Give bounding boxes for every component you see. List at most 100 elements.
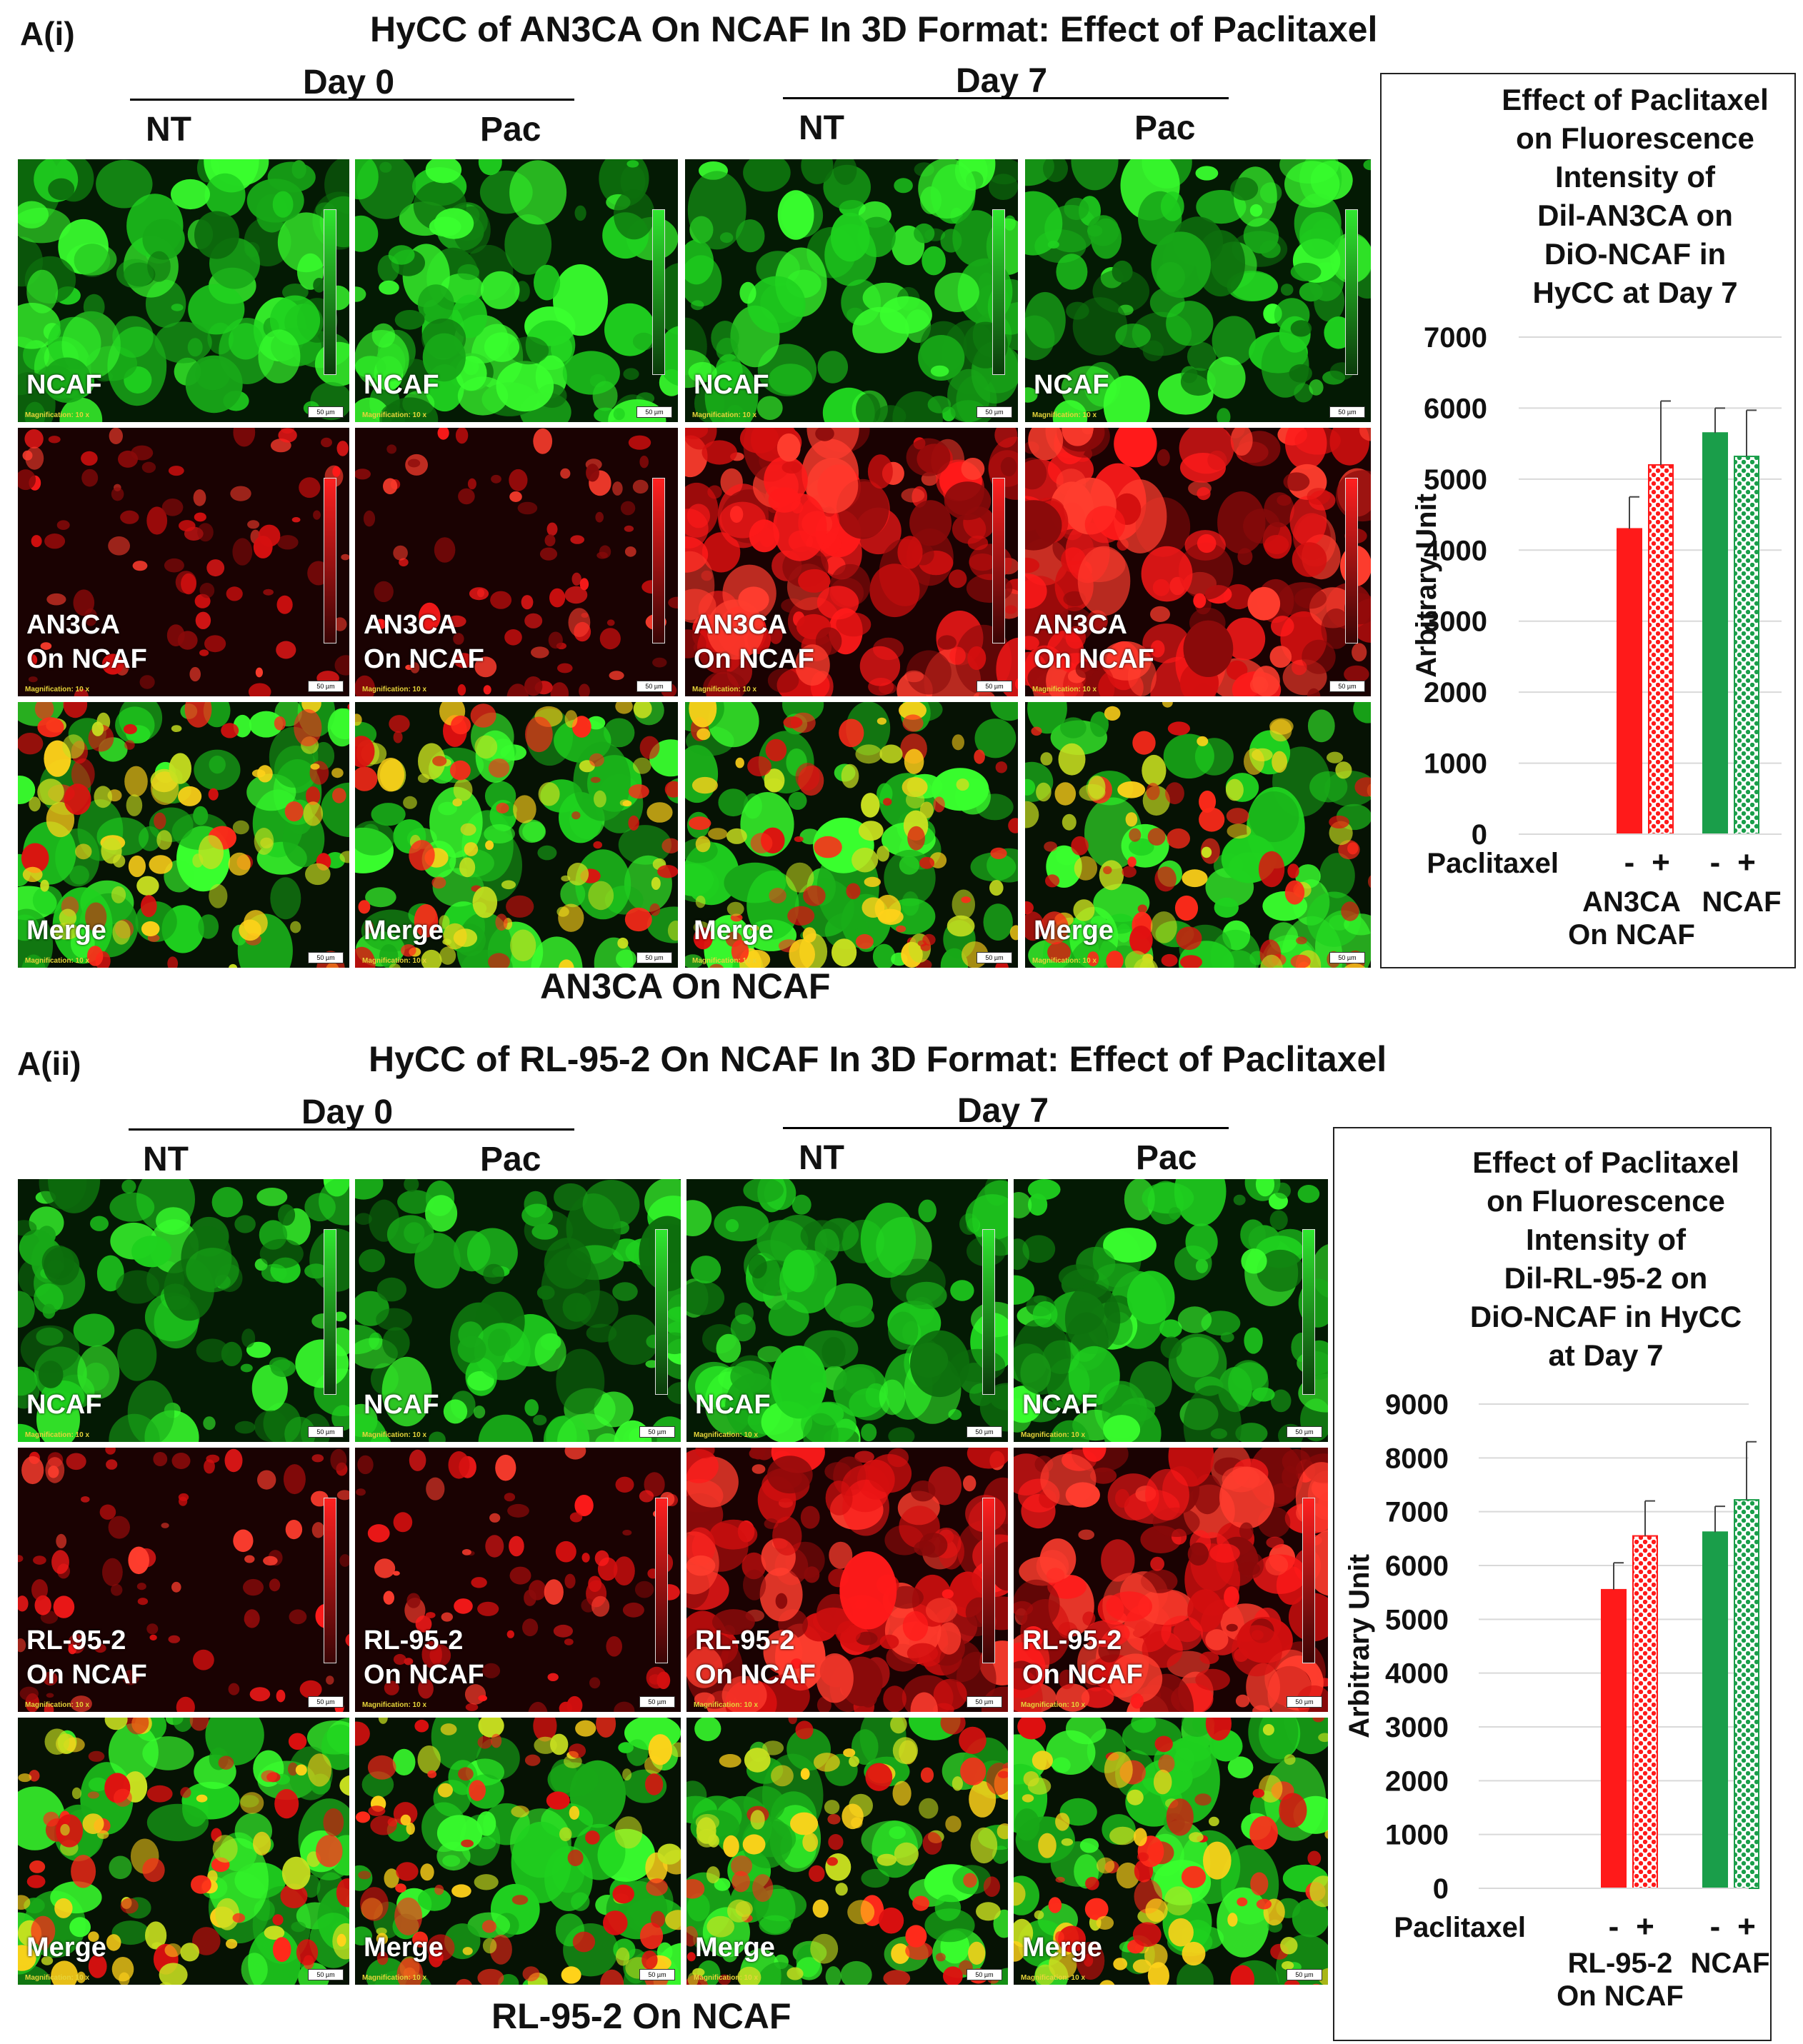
scale-bar: 50 µm xyxy=(636,952,672,963)
y-axis-label: Arbitrary Unit xyxy=(1344,1554,1375,1738)
treatment-sign: + xyxy=(1737,845,1756,880)
scale-bar: 50 µm xyxy=(1287,1426,1322,1438)
magnification-label: Magnification: 10 x xyxy=(362,1701,427,1709)
chart-title-line: Dil-AN3CA on xyxy=(1537,199,1733,232)
micrograph-channel-label: NCAF xyxy=(26,1390,102,1420)
panel-b-col-pac-day7: Pac xyxy=(1136,1139,1197,1177)
panel_b-micrograph-merge-2: Merge Magnification: 10 x 50 µm xyxy=(684,1715,1010,1987)
panel-b-title: HyCC of RL-95-2 On NCAF In 3D Format: Ef… xyxy=(369,1039,1387,1079)
panel-a-caption: AN3CA On NCAF xyxy=(540,966,831,1006)
magnification-label: Magnification: 10 x xyxy=(692,686,757,693)
micrograph-channel-label: RL-95-2 On NCAF xyxy=(1022,1625,1143,1690)
panel-a-day0-underline xyxy=(130,99,574,101)
panel_b-micrograph-green-2: NCAF Magnification: 10 x 50 µm xyxy=(684,1177,1010,1444)
bar-1-0 xyxy=(1702,432,1728,835)
panel_a-micrograph-merge-0: Merge Magnification: 10 x 50 µm xyxy=(16,700,351,970)
micrograph-texture xyxy=(685,702,1018,968)
bar-1-1 xyxy=(1734,1499,1759,1889)
scale-bar: 50 µm xyxy=(977,681,1012,692)
scale-bar: 50 µm xyxy=(639,1969,675,1980)
panel_a-micrograph-red-0: AN3CA On NCAF Magnification: 10 x 50 µm xyxy=(16,426,351,698)
panel-b-caption: RL-95-2 On NCAF xyxy=(491,1996,791,2036)
group-label: NCAF xyxy=(1702,886,1781,918)
y-axis-label: Arbitrary Unit xyxy=(1411,494,1442,678)
y-tick-label: 5000 xyxy=(1424,464,1487,496)
y-tick-label: 3000 xyxy=(1385,1712,1449,1743)
chart-title-line: HyCC at Day 7 xyxy=(1532,276,1737,309)
intensity-scale-bar xyxy=(652,478,665,643)
panel_a-micrograph-red-3: AN3CA On NCAF Magnification: 10 x 50 µm xyxy=(1023,426,1373,698)
intensity-scale-bar xyxy=(652,209,665,375)
magnification-label: Magnification: 10 x xyxy=(25,686,90,693)
y-tick-label: 1000 xyxy=(1385,1820,1449,1851)
group-label: On NCAF xyxy=(1557,1980,1684,2012)
intensity-scale-bar xyxy=(1302,1498,1315,1663)
panel-a-day7-underline xyxy=(783,97,1229,99)
chart-title-line: on Fluorescence xyxy=(1487,1184,1725,1218)
scale-bar: 50 µm xyxy=(639,1696,675,1708)
y-tick-label: 8000 xyxy=(1385,1443,1449,1474)
bar-1-1 xyxy=(1734,456,1759,835)
micrograph-channel-label: Merge xyxy=(364,916,444,946)
micrograph-texture xyxy=(18,702,349,968)
intensity-scale-bar xyxy=(324,478,336,643)
group-label: AN3CA xyxy=(1582,886,1681,918)
micrograph-texture xyxy=(685,428,1018,696)
magnification-label: Magnification: 10 x xyxy=(694,1701,759,1709)
panel_a-micrograph-red-2: AN3CA On NCAF Magnification: 10 x 50 µm xyxy=(683,426,1020,698)
bar-0-1 xyxy=(1632,1535,1658,1889)
scale-bar: 50 µm xyxy=(308,1426,344,1438)
panel-a-bar-chart: Effect of Paclitaxel on Fluorescence Inten… xyxy=(1411,83,1782,951)
magnification-label: Magnification: 10 x xyxy=(362,1974,427,1982)
y-tick-label: 2000 xyxy=(1385,1765,1449,1797)
panel-a-col-nt-day0: NT xyxy=(146,111,191,149)
micrograph-texture xyxy=(1014,1179,1328,1442)
scale-bar: 50 µm xyxy=(1329,681,1365,692)
chart-title-line: on Fluorescence xyxy=(1516,121,1754,155)
scale-bar: 50 µm xyxy=(967,1969,1002,1980)
y-tick-label: 0 xyxy=(1433,1873,1449,1905)
magnification-label: Magnification: 10 x xyxy=(694,1974,759,1982)
scale-bar: 50 µm xyxy=(636,406,672,418)
scale-bar: 50 µm xyxy=(639,1426,675,1438)
bar-0-0 xyxy=(1617,528,1642,835)
micrograph-channel-label: NCAF xyxy=(364,1390,439,1420)
treatment-sign: - xyxy=(1710,1909,1721,1944)
micrograph-texture xyxy=(686,1718,1008,1985)
panel_a-micrograph-merge-1: Merge Magnification: 10 x 50 µm xyxy=(353,700,680,970)
y-tick-label: 3000 xyxy=(1424,606,1487,638)
micrograph-channel-label: AN3CA On NCAF xyxy=(364,610,484,674)
micrograph-channel-label: Merge xyxy=(695,1933,775,1963)
panel_b-micrograph-merge-3: Merge Magnification: 10 x 50 µm xyxy=(1012,1715,1330,1987)
panel-a-chart-box: Effect of Paclitaxel on Fluorescence Inten… xyxy=(1380,73,1796,968)
panel-a-title: HyCC of AN3CA On NCAF In 3D Format: Effe… xyxy=(370,9,1378,49)
micrograph-channel-label: Merge xyxy=(26,1933,106,1963)
scale-bar: 50 µm xyxy=(636,681,672,692)
y-tick-label: 2000 xyxy=(1424,677,1487,708)
group-label: On NCAF xyxy=(1568,919,1695,951)
panel-a-day0-label: Day 0 xyxy=(303,64,395,101)
panel-b-col-nt-day7: NT xyxy=(799,1139,844,1177)
micrograph-channel-label: NCAF xyxy=(695,1390,771,1420)
micrograph-channel-label: NCAF xyxy=(1034,370,1109,400)
panel_b-micrograph-red-2: RL-95-2 On NCAF Magnification: 10 x 50 µm xyxy=(684,1446,1010,1714)
scale-bar: 50 µm xyxy=(977,952,1012,963)
panel-b-day7-label: Day 7 xyxy=(957,1092,1049,1130)
scale-bar: 50 µm xyxy=(977,406,1012,418)
chart-title-line: DiO-NCAF in xyxy=(1544,237,1726,271)
panel_b-micrograph-red-0: RL-95-2 On NCAF Magnification: 10 x 50 µm xyxy=(16,1446,351,1714)
scale-bar: 50 µm xyxy=(308,1969,344,1980)
magnification-label: Magnification: 10 x xyxy=(25,1974,90,1982)
treatment-sign: - xyxy=(1609,1909,1619,1944)
micrograph-texture xyxy=(1025,159,1371,422)
bar-1-0 xyxy=(1702,1531,1728,1889)
micrograph-texture xyxy=(686,1179,1008,1442)
treatment-sign: + xyxy=(1636,1909,1654,1944)
micrograph-channel-label: RL-95-2 On NCAF xyxy=(695,1625,816,1690)
y-tick-label: 7000 xyxy=(1424,322,1487,354)
micrograph-texture xyxy=(355,159,678,422)
micrograph-texture xyxy=(1025,428,1371,696)
magnification-label: Magnification: 10 x xyxy=(362,957,427,965)
magnification-label: Magnification: 10 x xyxy=(25,957,90,965)
scale-bar: 50 µm xyxy=(308,1696,344,1708)
